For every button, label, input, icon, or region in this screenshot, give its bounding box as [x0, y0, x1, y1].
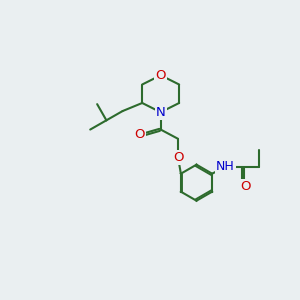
Text: O: O: [240, 180, 251, 193]
Text: O: O: [155, 69, 166, 82]
Text: N: N: [156, 106, 166, 119]
Text: O: O: [173, 151, 183, 164]
Text: NH: NH: [216, 160, 235, 173]
Text: O: O: [134, 128, 145, 141]
